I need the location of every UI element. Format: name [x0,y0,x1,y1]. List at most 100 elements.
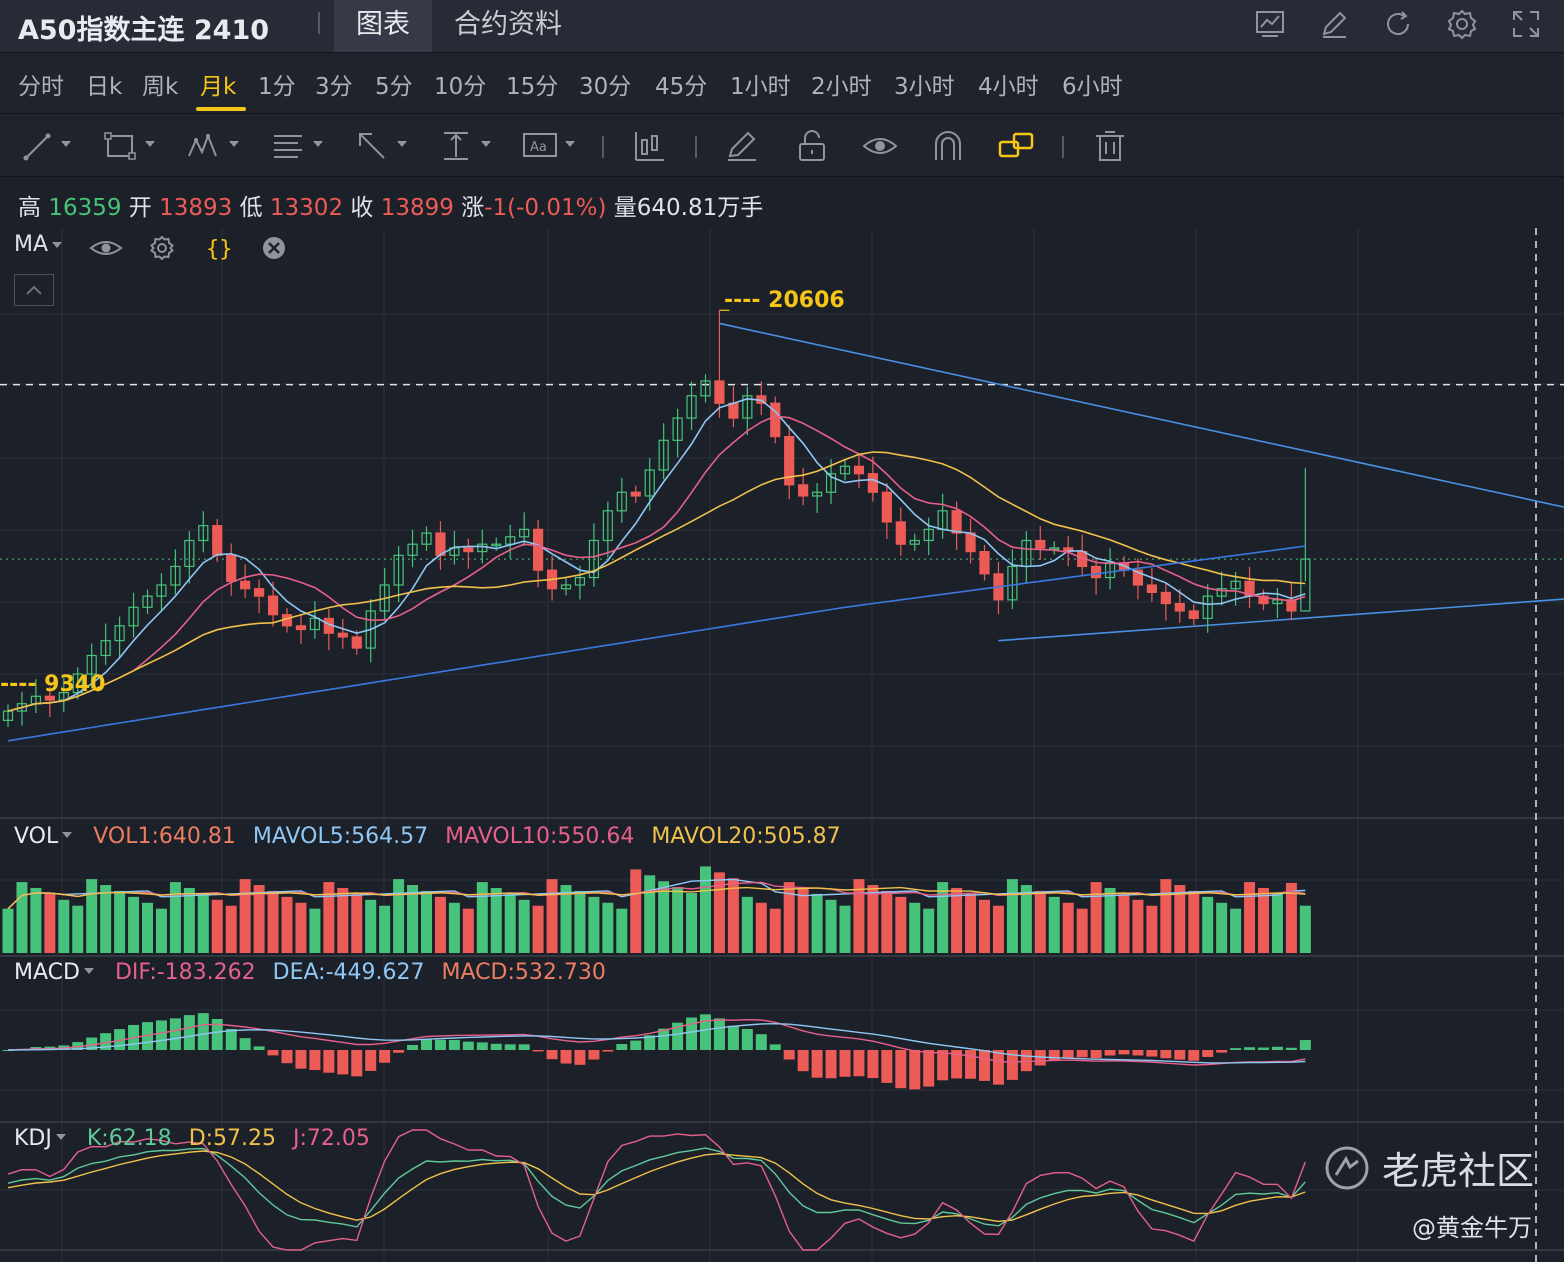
volume-bar [504,893,516,953]
author-handle: @黄金牛万 [1412,1214,1532,1242]
volume-bar [937,882,949,953]
link-icon[interactable] [996,126,1036,166]
macd-bar [1285,1047,1297,1050]
period-4hour[interactable]: 4小时 [978,74,1039,100]
measure-icon[interactable] [436,126,476,166]
macd-label[interactable]: MACD [14,960,80,985]
volume-bar [769,908,781,953]
text-caret[interactable] [565,141,575,147]
arrow-caret[interactable] [397,141,407,147]
open-value: 13893 [159,195,233,221]
macd-value: MACD:532.730 [441,960,606,985]
tab-contract-info[interactable]: 合约资料 [454,9,562,40]
period-month[interactable]: 月k [200,74,237,100]
trend-line-icon[interactable] [18,126,58,166]
candle-body [923,528,934,542]
period-45min[interactable]: 45分 [655,74,708,100]
chart-settings-icon[interactable] [1252,6,1288,46]
dea-value: DEA:-449.627 [272,960,425,985]
gear-icon[interactable] [144,230,180,270]
kdj-lines [7,1129,1306,1251]
period-week[interactable]: 周k [142,74,179,100]
text-icon[interactable]: Aa [520,126,560,166]
volume-value: 640.81万手 [636,195,764,221]
volume-label: 量 [613,195,637,221]
macd-bar [281,1050,293,1064]
macd-bar [239,1038,251,1050]
collapse-button[interactable] [14,274,54,306]
volume-bar [1006,879,1018,953]
macd-bar [895,1050,907,1089]
fib-icon[interactable] [268,126,308,166]
period-1hour[interactable]: 1小时 [730,74,791,100]
candle-body [1202,595,1213,619]
period-15min[interactable]: 15分 [506,74,559,100]
period-2hour[interactable]: 2小时 [811,74,872,100]
period-3min[interactable]: 3分 [315,74,353,100]
edit-icon[interactable] [1316,6,1352,46]
candle-body [226,554,237,582]
k-line [7,1147,1306,1228]
trend-line-caret[interactable] [61,141,71,147]
candle-body [267,595,279,616]
eye-icon[interactable] [88,230,124,270]
macd-bar [602,1050,614,1052]
volume-bar [727,878,739,953]
period-10min[interactable]: 10分 [434,74,487,100]
measure-caret[interactable] [481,141,491,147]
rectangle-icon[interactable] [100,126,140,166]
macd-bar [407,1044,419,1050]
pattern-caret[interactable] [229,141,239,147]
fib-caret[interactable] [313,141,323,147]
volume-bar [407,885,419,953]
vol-label[interactable]: VOL [14,824,59,849]
macd-bar [504,1044,516,1050]
bar-style-icon[interactable] [630,126,670,166]
candle-body [770,402,781,438]
volume-bar [1202,896,1214,953]
macd-bar [769,1044,781,1050]
macd-bar [225,1028,237,1050]
pattern-icon[interactable] [184,126,224,166]
macd-bar [1104,1050,1116,1056]
code-braces-icon[interactable]: {} [200,230,236,270]
rectangle-caret[interactable] [145,141,155,147]
gear-icon[interactable] [1444,6,1480,46]
candle-body [254,588,265,597]
volume-bar [797,887,809,953]
period-5min[interactable]: 5分 [375,74,413,100]
candle-body [867,473,879,493]
macd-histogram [2,1013,1311,1090]
period-intraday[interactable]: 分时 [18,74,64,100]
period-3hour[interactable]: 3小时 [894,74,955,100]
macd-bar [393,1050,405,1053]
eye-icon[interactable] [860,126,900,166]
volume-bar [713,872,725,953]
refresh-icon[interactable] [1380,6,1416,46]
chart-canvas[interactable] [0,228,1564,1262]
period-30min[interactable]: 30分 [579,74,632,100]
macd-bar [686,1017,698,1050]
macd-bar [644,1035,656,1050]
candle-body [979,551,990,575]
candle-body [240,580,251,590]
trash-icon[interactable] [1090,126,1130,166]
lock-icon[interactable] [792,126,832,166]
period-1min[interactable]: 1分 [258,74,296,100]
period-6hour[interactable]: 6小时 [1062,74,1123,100]
close-icon[interactable] [256,230,292,270]
kdj-label[interactable]: KDJ [14,1126,52,1151]
volume-bar [755,902,767,953]
magnet-icon[interactable] [928,126,968,166]
arrow-icon[interactable] [352,126,392,166]
ma-indicator-label[interactable]: MA [14,232,63,257]
volume-bar [1076,908,1088,953]
fullscreen-icon[interactable] [1508,6,1544,46]
period-day[interactable]: 日k [86,74,123,100]
pen-icon[interactable] [722,126,762,166]
macd-bar [1090,1050,1102,1059]
macd-bar [797,1050,809,1072]
volume-bar [867,885,879,953]
tab-chart[interactable]: 图表 [334,0,432,52]
candle-body [853,465,865,475]
